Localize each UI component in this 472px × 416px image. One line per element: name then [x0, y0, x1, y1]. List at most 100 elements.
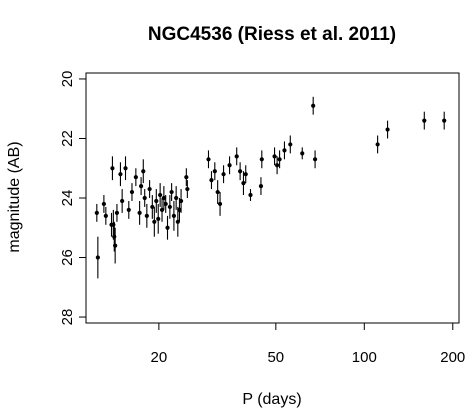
data-point: [277, 150, 282, 169]
data-point: [158, 183, 163, 207]
point-marker: [169, 189, 174, 195]
point-marker: [175, 219, 180, 224]
point-marker: [103, 213, 108, 218]
point-marker: [300, 151, 305, 156]
data-point: [442, 111, 447, 130]
point-marker: [171, 213, 177, 218]
point-marker: [206, 157, 211, 162]
point-marker: [221, 172, 226, 177]
data-point: [248, 189, 253, 201]
point-marker: [152, 219, 157, 224]
data-point: [311, 96, 316, 115]
point-marker: [118, 172, 123, 177]
data-point: [137, 200, 142, 225]
data-point: [159, 198, 165, 222]
data-point: [217, 192, 223, 216]
point-marker: [156, 216, 161, 221]
x-axis: 20 50 100 200: [151, 323, 465, 366]
point-marker: [133, 175, 138, 180]
data-point: [259, 150, 264, 169]
data-point: [120, 189, 125, 213]
point-marker: [142, 195, 147, 201]
point-marker: [147, 186, 152, 192]
x-axis-label: P (days): [242, 391, 301, 408]
point-marker: [212, 169, 217, 174]
point-marker: [141, 169, 146, 174]
data-point: [123, 156, 128, 181]
data-point: [175, 206, 180, 237]
data-point: [288, 135, 293, 154]
point-marker: [165, 225, 170, 230]
point-marker: [94, 210, 99, 215]
data-point: [156, 203, 161, 234]
data-point: [272, 147, 277, 166]
point-marker: [185, 186, 190, 192]
y-tick-label: 20: [59, 71, 76, 88]
data-point: [178, 189, 184, 213]
chart-title: NGC4536 (Riess et al. 2011): [148, 24, 396, 45]
point-marker: [158, 192, 163, 198]
data-point: [103, 206, 108, 225]
x-tick-label: 20: [151, 349, 168, 366]
point-marker: [138, 183, 144, 189]
x-tick-label: 50: [267, 349, 284, 366]
data-point: [185, 180, 190, 198]
data-point: [129, 183, 135, 201]
point-marker: [274, 163, 280, 168]
point-marker: [137, 210, 142, 215]
data-point: [375, 135, 380, 154]
point-marker: [277, 157, 282, 162]
data-point: [147, 180, 152, 198]
data-point: [138, 177, 144, 196]
point-marker: [129, 189, 135, 195]
point-marker: [215, 189, 220, 195]
data-point: [241, 171, 246, 196]
point-marker: [311, 103, 316, 108]
data-point: [167, 195, 172, 219]
point-marker: [272, 154, 277, 159]
data-point: [221, 165, 226, 184]
data-point: [234, 147, 239, 166]
point-marker: [288, 142, 293, 147]
point-marker: [161, 195, 166, 201]
point-marker: [209, 178, 214, 183]
point-marker: [312, 157, 318, 162]
data-point: [300, 147, 305, 160]
point-marker: [95, 255, 100, 260]
point-marker: [258, 183, 264, 189]
data-point: [126, 200, 131, 219]
data-point: [152, 206, 157, 237]
data-point: [215, 180, 220, 204]
data-point: [95, 236, 100, 279]
point-marker: [167, 204, 172, 210]
point-marker: [112, 234, 117, 239]
data-point: [274, 156, 280, 175]
point-marker: [150, 204, 155, 210]
data-point: [133, 168, 138, 187]
data-point: [142, 189, 147, 207]
data-point: [101, 195, 106, 213]
point-marker: [126, 207, 131, 213]
data-point: [110, 156, 115, 181]
data-point: [163, 195, 168, 213]
data-point: [113, 227, 118, 264]
point-marker: [163, 201, 168, 207]
data-point: [171, 200, 177, 231]
data-point: [114, 203, 120, 222]
point-marker: [442, 118, 447, 123]
data-point: [184, 168, 189, 187]
point-marker: [159, 207, 165, 213]
point-marker: [184, 175, 189, 180]
data-point: [141, 159, 146, 184]
y-axis-label: magnitude (AB): [6, 141, 23, 252]
point-marker: [385, 127, 390, 132]
point-marker: [111, 222, 116, 227]
point-marker: [101, 201, 106, 207]
point-marker: [375, 142, 380, 147]
x-tick-label: 200: [440, 349, 465, 366]
point-marker: [259, 157, 264, 162]
data-point: [282, 141, 287, 160]
point-marker: [422, 118, 427, 123]
